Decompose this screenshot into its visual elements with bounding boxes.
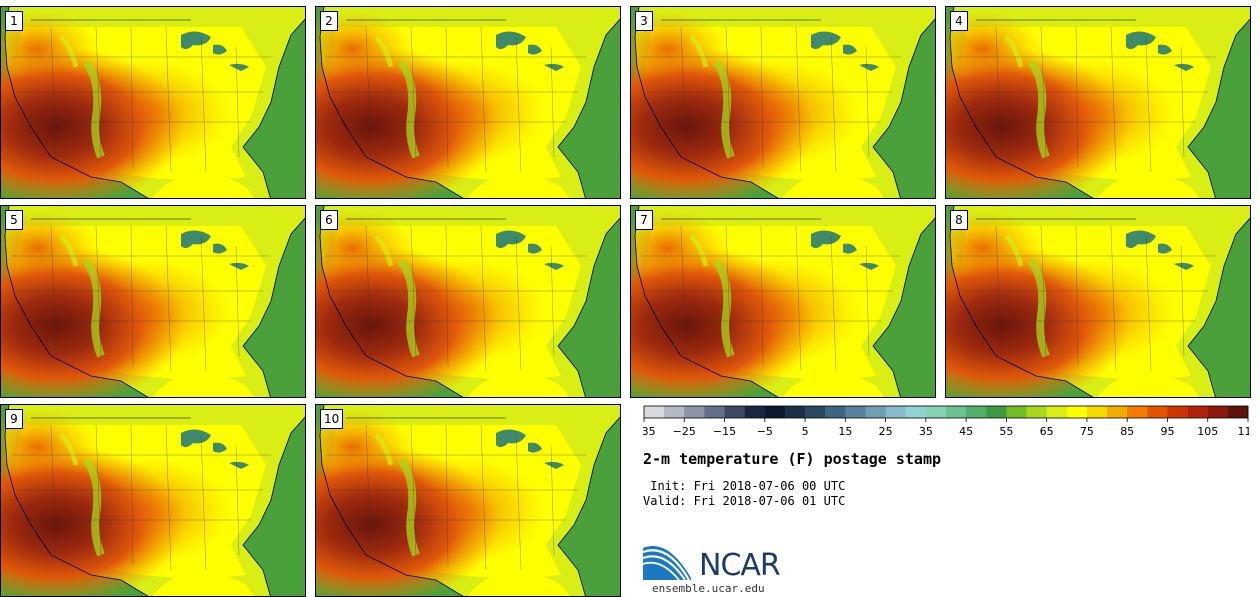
colorbar-tick-label: 45 [959, 425, 973, 438]
colorbar-tick-label: 105 [1197, 425, 1218, 438]
ensemble-member-map: 6 [315, 205, 621, 398]
member-number-label: 1 [5, 11, 23, 31]
colorbar-tick-label: −35 [643, 425, 656, 438]
colorbar-tick-label: 25 [879, 425, 893, 438]
colorbar-swatch [1127, 406, 1148, 418]
colorbar-swatch [1026, 406, 1047, 418]
colorbar-swatch [764, 406, 786, 418]
colorbar-swatch [1187, 406, 1209, 418]
colorbar-tick-label: 15 [838, 425, 852, 438]
colorbar-tick-label: 35 [919, 425, 933, 438]
member-number-label: 7 [635, 210, 653, 230]
ensemble-member-map: 2 [315, 6, 621, 199]
ensemble-member-map: 1 [0, 6, 306, 199]
colorbar-swatch [825, 406, 846, 418]
colorbar-tick-label: 115 [1238, 425, 1250, 438]
colorbar-swatch [1207, 406, 1229, 418]
colorbar-tick-label: 85 [1120, 425, 1134, 438]
init-time: Init: Fri 2018-07-06 00 UTC [643, 479, 846, 493]
colorbar-swatch [784, 406, 806, 418]
temperature-colorbar: −35 −25 −15 −5 5 15 25 35 45 55 65 75 85 95 105 115 [643, 405, 1250, 438]
member-number-label: 2 [320, 11, 338, 31]
colorbar-swatch [885, 406, 907, 418]
ensemble-member-map: 10 [315, 404, 621, 597]
colorbar-tick-label: 55 [999, 425, 1013, 438]
ensemble-member-map: 9 [0, 404, 306, 597]
colorbar-swatch [805, 406, 826, 418]
colorbar-outline [643, 405, 1249, 419]
member-number-label: 3 [635, 11, 653, 31]
ncar-logo-text: NCAR [699, 548, 781, 583]
ncar-logo-icon [643, 546, 691, 581]
valid-time: Valid: Fri 2018-07-06 01 UTC [643, 494, 846, 508]
ensemble-member-map: 3 [630, 6, 936, 199]
colorbar-tick-label: 95 [1160, 425, 1174, 438]
colorbar-swatch [946, 406, 967, 418]
ensemble-member-map: 7 [630, 205, 936, 398]
colorbar-swatch [1046, 406, 1068, 418]
colorbar-swatch [684, 406, 705, 418]
colorbar-swatch [966, 406, 987, 418]
chart-title: 2-m temperature (F) postage stamp [643, 450, 942, 468]
colorbar-swatch [1066, 406, 1088, 418]
colorbar-swatch [905, 406, 927, 418]
member-number-label: 10 [320, 409, 344, 429]
member-number-label: 9 [5, 409, 23, 429]
member-number-label: 6 [320, 210, 338, 230]
colorbar-swatch [986, 406, 1007, 418]
colorbar-swatch [744, 406, 766, 418]
colorbar-swatch [1086, 406, 1108, 418]
colorbar-tick-label: 65 [1040, 425, 1054, 438]
colorbar-tick-label: −25 [673, 425, 696, 438]
colorbar-swatch [724, 406, 745, 418]
colorbar-swatch [1167, 406, 1188, 418]
colorbar-swatch [1147, 406, 1168, 418]
colorbar-swatch [1107, 406, 1128, 418]
colorbar-tick-label: 75 [1080, 425, 1094, 438]
member-number-label: 5 [5, 210, 23, 230]
colorbar-swatch [644, 406, 665, 418]
colorbar-swatch [1227, 406, 1249, 418]
colorbar-swatch [704, 406, 725, 418]
ensemble-member-map: 8 [945, 205, 1251, 398]
site-url: ensemble.ucar.edu [652, 582, 765, 595]
colorbar-tick-label: −15 [713, 425, 736, 438]
colorbar-swatch [1006, 406, 1027, 418]
colorbar-swatch [845, 406, 866, 418]
colorbar-tick-label: −5 [757, 425, 773, 438]
ensemble-member-map: 4 [945, 6, 1251, 199]
colorbar-tick-label: 5 [802, 425, 809, 438]
colorbar-swatch [664, 406, 685, 418]
colorbar-swatch [865, 406, 886, 418]
ensemble-member-map: 5 [0, 205, 306, 398]
member-number-label: 8 [950, 210, 968, 230]
member-number-label: 4 [950, 11, 968, 31]
colorbar-swatch [925, 406, 947, 418]
